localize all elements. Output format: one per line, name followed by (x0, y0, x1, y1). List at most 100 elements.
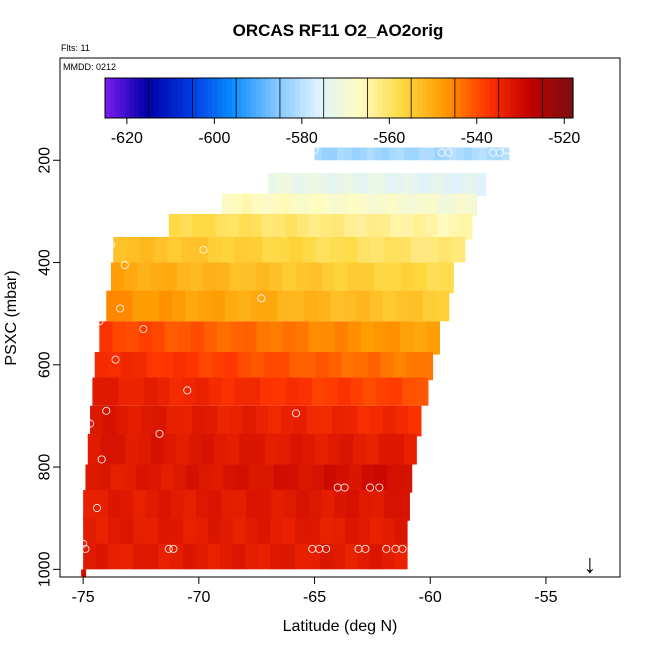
observation-point (120, 261, 129, 270)
heatmap-cell (151, 321, 166, 355)
heatmap-cell (180, 213, 193, 240)
heatmap-cell (182, 543, 196, 570)
heatmap-cell (418, 173, 428, 197)
heatmap-cell (198, 464, 212, 493)
heatmap-cell (337, 377, 352, 406)
heatmap-cell (208, 377, 222, 406)
heatmap-cell (180, 236, 195, 263)
heatmap-cell (391, 433, 405, 465)
heatmap-cell (382, 405, 397, 437)
heatmap-cell (448, 213, 461, 240)
heatmap-cell (123, 464, 137, 493)
heatmap-cell (289, 236, 304, 263)
heatmap-cell (351, 147, 360, 161)
colorbar-swatch (231, 78, 238, 118)
heatmap-cell (132, 518, 146, 547)
colorbar-swatch (197, 78, 204, 118)
heatmap-cell (270, 193, 282, 217)
colorbar-swatch (348, 78, 355, 118)
heatmap-cell (298, 377, 313, 406)
colorbar-swatch (134, 78, 140, 118)
colorbar-swatch (105, 78, 111, 118)
colorbar-swatch (392, 78, 399, 118)
observation-point (81, 544, 90, 553)
colorbar-swatch (387, 78, 394, 118)
observation-point (102, 406, 111, 415)
heatmap-cell (479, 147, 487, 161)
colorbar-swatch (207, 78, 213, 118)
heatmap-cell (264, 290, 279, 322)
heatmap-cell (183, 490, 197, 521)
heatmap-cell (177, 321, 192, 355)
heatmap-cell (331, 405, 346, 437)
heatmap-cell (370, 405, 384, 437)
colorbar-swatch (534, 78, 540, 118)
heatmap-cell (374, 321, 388, 355)
heatmap-cell (393, 173, 403, 197)
heatmap-cell (371, 490, 385, 521)
heatmap-cell (234, 377, 248, 406)
heatmap-cell (369, 543, 383, 570)
heatmap-cell (331, 213, 345, 240)
heatmap-cell (320, 213, 333, 240)
heatmap-cell (303, 290, 318, 322)
heatmap-cell (322, 147, 330, 161)
heatmap-cell (270, 543, 283, 570)
heatmap-cell (94, 352, 109, 381)
heatmap-cell (347, 321, 362, 355)
heatmap-cell (167, 236, 182, 263)
heatmap-cell (383, 236, 398, 263)
heatmap-cell (273, 464, 287, 493)
observation-point (495, 148, 504, 157)
heatmap-cell (378, 193, 389, 217)
colorbar-swatch (514, 78, 520, 118)
heatmap-cell (409, 290, 423, 322)
heatmap-cell (144, 377, 158, 406)
heatmap-cell (282, 543, 296, 570)
heatmap-cell (419, 147, 428, 161)
heatmap-cell (307, 543, 321, 570)
heatmap-cell (237, 352, 252, 381)
observation-point (366, 483, 375, 492)
heatmap-cell (120, 490, 134, 521)
heatmap-cell (402, 173, 411, 197)
heatmap-cell (408, 405, 422, 437)
heatmap-cell (308, 213, 321, 240)
heatmap-cell (215, 213, 228, 240)
colorbar-swatch (441, 78, 447, 118)
heatmap-cell (221, 377, 235, 406)
heatmap-cell (125, 433, 139, 465)
heatmap-cell (348, 464, 363, 493)
heatmap-cell (273, 377, 287, 406)
heatmap-cell (343, 236, 358, 263)
heatmap-cell (370, 236, 385, 263)
heatmap-cell (182, 377, 197, 406)
heatmap-cell (415, 377, 429, 406)
observation-point (97, 455, 106, 464)
heatmap-cell (83, 543, 97, 570)
heatmap-cell (90, 405, 104, 437)
heatmap-cell (81, 569, 87, 577)
heatmap-cell (277, 290, 292, 322)
heatmap-cell (115, 405, 129, 437)
heatmap-cell (132, 290, 147, 322)
heatmap-cell (309, 490, 323, 521)
colorbar-swatch (275, 78, 282, 118)
colorbar-swatch (265, 78, 272, 118)
heatmap-cell (220, 518, 234, 547)
heatmap-cell (417, 193, 429, 217)
heatmap-cell (220, 543, 234, 570)
heatmap-cell (387, 262, 402, 294)
heatmap-cell (102, 405, 117, 437)
heatmap-cell (245, 543, 259, 570)
colorbar-swatch (568, 78, 574, 118)
heatmap-cell (146, 352, 161, 381)
heatmap-cell (300, 193, 311, 217)
heatmap-cell (315, 433, 329, 465)
heatmap-cell (217, 321, 231, 355)
heatmap-cell (223, 464, 237, 493)
heatmap-cell (399, 464, 413, 493)
observation-point (199, 245, 208, 254)
heatmap-cell (381, 147, 390, 161)
